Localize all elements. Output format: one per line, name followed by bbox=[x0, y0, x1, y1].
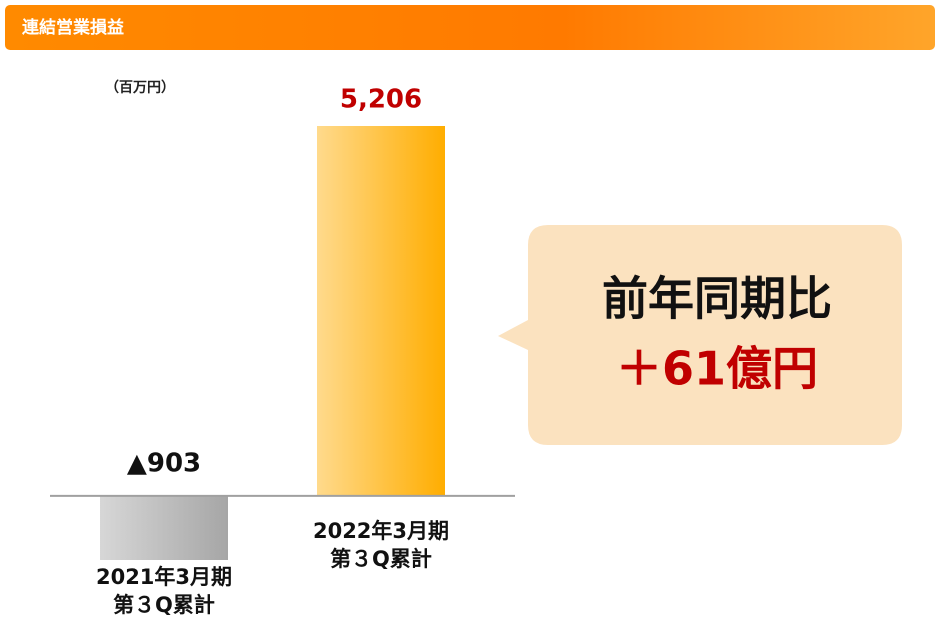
header-title: 連結営業損益 bbox=[22, 17, 124, 38]
unit-label: （百万円） bbox=[105, 80, 175, 96]
callout-box bbox=[498, 225, 902, 445]
x-tick-label: 2022年3月期 bbox=[313, 519, 449, 543]
value-label: ▲903 bbox=[127, 448, 201, 478]
x-tick-label: 2021年3月期 bbox=[96, 565, 232, 589]
x-tick-label: 第３Q累計 bbox=[113, 593, 215, 617]
callout-line: 前年同期比 bbox=[602, 272, 832, 326]
x-tick-label: 第３Q累計 bbox=[330, 547, 432, 571]
value-label: 5,206 bbox=[340, 85, 422, 115]
header-bar bbox=[5, 5, 935, 50]
callout-line: ＋61億円 bbox=[616, 342, 818, 396]
bar bbox=[100, 495, 228, 560]
bar bbox=[317, 126, 445, 496]
